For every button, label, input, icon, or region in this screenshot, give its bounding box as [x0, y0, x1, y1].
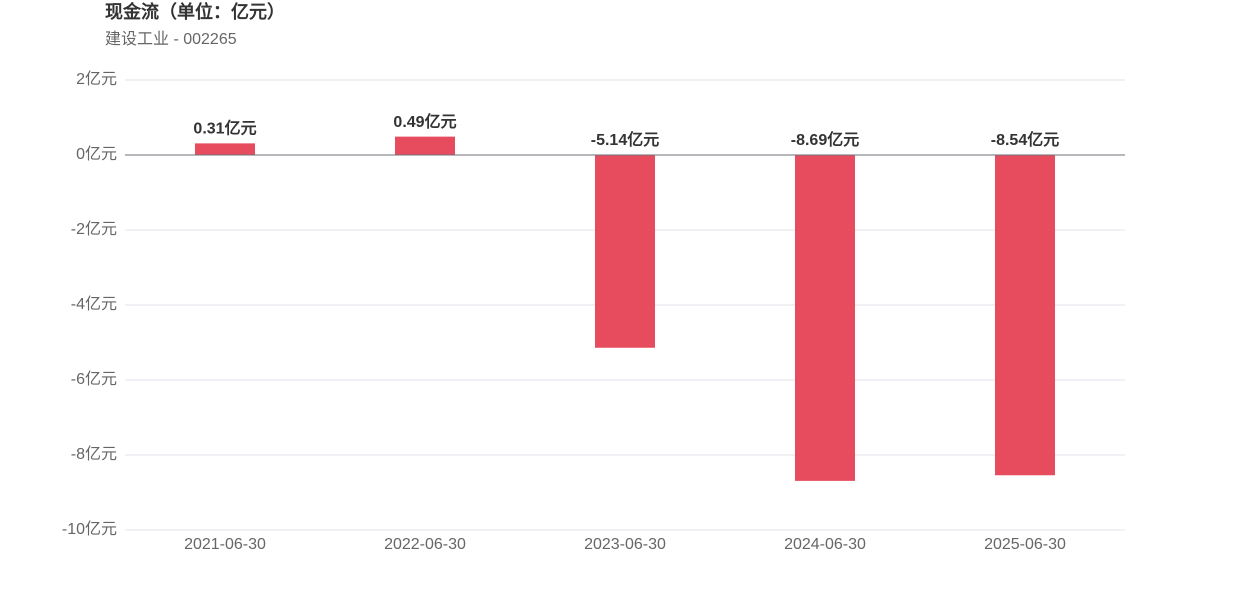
bar	[995, 155, 1055, 476]
chart-title: 现金流（单位：亿元）	[105, 1, 285, 22]
y-tick-label: -4亿元	[71, 295, 117, 313]
x-tick-label: 2023-06-30	[584, 536, 666, 553]
x-tick-label: 2025-06-30	[984, 536, 1066, 553]
y-tick-label: 2亿元	[76, 70, 117, 88]
value-label: -5.14亿元	[591, 130, 659, 149]
y-tick-label: -2亿元	[71, 220, 117, 238]
bar	[395, 136, 455, 155]
x-tick-label: 2024-06-30	[784, 536, 866, 553]
y-tick-label: -10亿元	[62, 520, 117, 538]
bar	[195, 143, 255, 155]
bar	[595, 155, 655, 348]
bar	[795, 155, 855, 481]
y-tick-label: 0亿元	[76, 145, 117, 163]
x-tick-label: 2022-06-30	[384, 536, 466, 553]
value-label: 0.49亿元	[393, 112, 456, 131]
value-label: -8.69亿元	[791, 130, 859, 149]
y-tick-label: -6亿元	[71, 370, 117, 388]
y-tick-label: -8亿元	[71, 445, 117, 463]
x-tick-label: 2021-06-30	[184, 536, 266, 553]
value-label: 0.31亿元	[193, 119, 256, 138]
chart-subtitle: 建设工业 - 002265	[105, 30, 237, 48]
value-label: -8.54亿元	[991, 130, 1059, 149]
